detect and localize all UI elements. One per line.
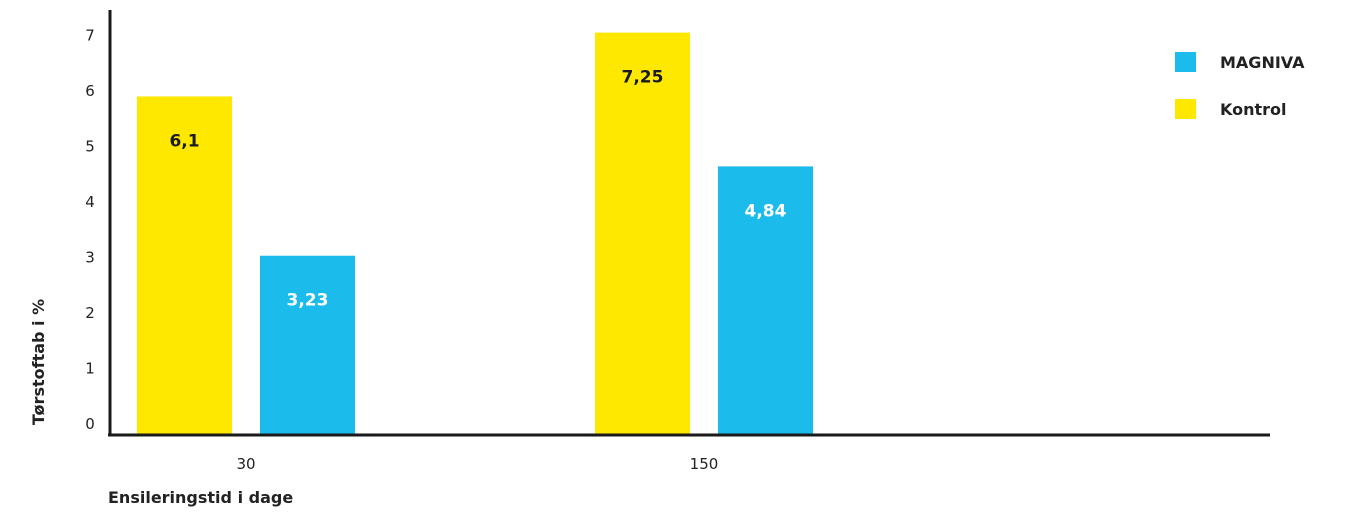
- legend-swatch-magniva: [1175, 52, 1196, 72]
- bars-group: [137, 32, 813, 435]
- y-axis-ticks: 0 1 2 3 4 5 6 7: [85, 27, 95, 434]
- y-axis-title: Tørstoftab i %: [29, 299, 48, 425]
- bar-labels-group: 6,1 3,23 7,25 4,84: [169, 68, 786, 311]
- bar-value-label-magniva-150: 4,84: [745, 201, 787, 221]
- y-tick-label-2: 2: [85, 304, 95, 322]
- bar-value-label-kontrol-150: 7,25: [622, 68, 664, 88]
- bar-magniva-30: [260, 255, 355, 435]
- bar-magniva-150: [718, 166, 813, 435]
- x-axis-title: Ensileringstid i dage: [108, 488, 293, 507]
- y-tick-label-1: 1: [85, 360, 95, 378]
- legend-swatch-kontrol: [1175, 99, 1196, 119]
- y-tick-label-6: 6: [85, 82, 95, 100]
- x-axis-ticks: 30 150: [236, 455, 718, 473]
- bar-kontrol-150: [595, 32, 690, 435]
- y-tick-label-7: 7: [85, 27, 95, 45]
- bar-value-label-kontrol-30: 6,1: [169, 131, 199, 151]
- legend-label-kontrol: Kontrol: [1220, 100, 1287, 119]
- x-tick-label-150: 150: [690, 455, 719, 473]
- x-tick-label-30: 30: [236, 455, 255, 473]
- y-tick-label-5: 5: [85, 138, 95, 156]
- bar-value-label-magniva-30: 3,23: [287, 291, 329, 311]
- bar-kontrol-30: [137, 96, 232, 435]
- legend: MAGNIVA Kontrol: [1175, 52, 1305, 119]
- y-tick-label-0: 0: [85, 415, 95, 433]
- y-tick-label-3: 3: [85, 249, 95, 267]
- legend-label-magniva: MAGNIVA: [1220, 53, 1305, 72]
- y-tick-label-4: 4: [85, 193, 95, 211]
